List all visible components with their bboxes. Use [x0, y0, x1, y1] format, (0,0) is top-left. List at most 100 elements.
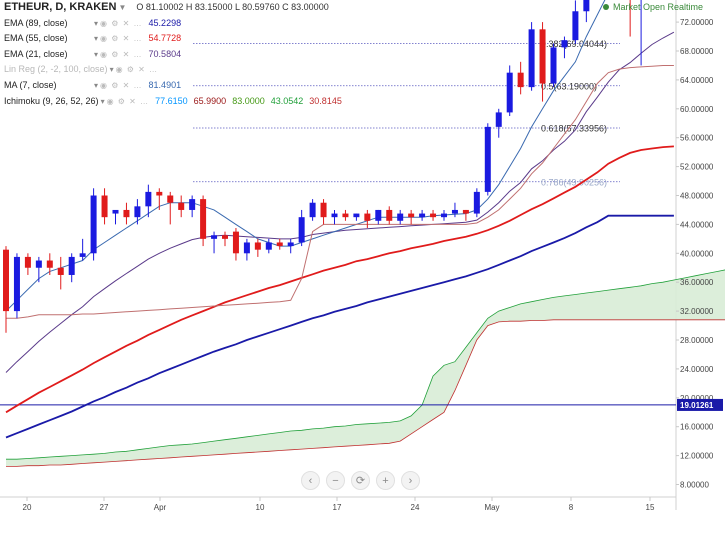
candle-body	[375, 209, 382, 221]
candle-body	[364, 213, 371, 221]
candle-body	[441, 213, 447, 218]
indicator-value: 45.2298	[148, 17, 182, 28]
price-tick-label: 32.00000	[680, 307, 714, 316]
ohlc-readout: O 81.10002 H 83.15000 L 80.59760 C 83.00…	[136, 2, 329, 12]
time-tick-label: 17	[333, 503, 342, 512]
price-tick-label: 68.00000	[680, 47, 714, 56]
ichimoku-span-a	[6, 269, 725, 460]
symbol-header: ETHEUR, D, KRAKEN ▼ O 81.10002 H 83.1500…	[0, 0, 560, 16]
chevron-down-icon[interactable]: ▾	[94, 80, 99, 90]
indicator-row[interactable]: EMA (55, close) ▾ ◉ ⚙ ✕ … 54.7728	[0, 31, 560, 47]
candle-body	[309, 202, 316, 218]
candle-body	[386, 209, 393, 221]
price-tick-label: 52.00000	[680, 163, 714, 172]
zoom-out-button[interactable]: −	[326, 471, 345, 490]
indicator-row[interactable]: EMA (21, close) ▾ ◉ ⚙ ✕ … 70.5804	[0, 47, 560, 63]
fib-level-label: 0.382(69.04044)	[541, 39, 607, 49]
candle-body	[331, 213, 338, 218]
market-status: Market Open Realtime	[602, 2, 703, 12]
candle-body	[243, 242, 250, 254]
price-tick-label: 64.00000	[680, 76, 714, 85]
candle-body	[101, 195, 108, 218]
candle-body	[189, 199, 196, 210]
time-tick-label: Apr	[154, 503, 167, 512]
candle-body	[254, 242, 261, 250]
indicator-name: EMA (55, close)	[4, 33, 68, 44]
candle-body	[342, 213, 349, 218]
candle-body	[539, 29, 546, 84]
indicator-controls-icon[interactable]: ◉ ⚙ ✕ …	[100, 49, 143, 59]
hline-price-label: 19.01261	[680, 401, 714, 410]
time-tick-label: 20	[23, 503, 32, 512]
scroll-left-button[interactable]: ‹	[301, 471, 320, 490]
indicator-row[interactable]: EMA (89, close) ▾ ◉ ⚙ ✕ … 45.2298	[0, 16, 560, 32]
indicator-controls-icon[interactable]: ◉ ⚙ ✕ …	[106, 96, 150, 106]
ichimoku-cloud	[6, 269, 725, 467]
indicator-name: MA (7, close)	[4, 79, 57, 90]
indicator-controls-icon[interactable]: ◉ ⚙ ✕ …	[100, 34, 143, 44]
candle-body	[13, 256, 20, 312]
chevron-down-icon[interactable]: ▼	[118, 3, 127, 12]
hline-price-badge	[677, 398, 723, 411]
series-line	[6, 65, 674, 319]
chevron-down-icon[interactable]: ▾	[94, 49, 99, 59]
candle-body	[353, 213, 360, 218]
candle-body	[517, 72, 524, 88]
indicator-value: 65.9900	[193, 95, 227, 106]
status-dot-icon	[602, 4, 609, 10]
indicator-controls-icon[interactable]: ◉ ⚙ ✕ …	[115, 65, 159, 75]
time-tick-label: 15	[646, 503, 655, 512]
price-tick-label: 24.00000	[680, 365, 714, 374]
candle-body	[222, 235, 228, 239]
price-tick-label: 40.00000	[680, 249, 714, 258]
candle-body	[408, 213, 415, 218]
series-line	[5, 0, 606, 312]
candle-body	[430, 213, 437, 218]
indicator-row[interactable]: MA (7, close) ▾ ◉ ⚙ ✕ … 81.4901	[0, 78, 560, 94]
candle-body	[35, 260, 42, 268]
zoom-in-button[interactable]: +	[376, 471, 395, 490]
chevron-down-icon[interactable]: ▾	[94, 18, 99, 28]
indicator-value: 54.7728	[148, 33, 182, 44]
fib-level-label: 0.5(63.19000)	[541, 81, 597, 91]
reset-button[interactable]: ⟳	[351, 471, 370, 490]
market-status-label: Market Open Realtime	[612, 2, 703, 12]
price-tick-label: 8.00000	[680, 481, 709, 490]
candle-body	[90, 195, 97, 254]
indicator-name: EMA (21, close)	[4, 48, 68, 59]
fib-level-label: 0.618(57.33956)	[541, 124, 607, 134]
candle-body	[156, 191, 163, 196]
price-tick-label: 12.00000	[680, 452, 714, 461]
price-tick-label: 16.00000	[680, 423, 714, 432]
series-line	[5, 31, 675, 373]
indicator-row[interactable]: Ichimoku (9, 26, 52, 26) ▾ ◉ ⚙ ✕ … 77.6150 6…	[0, 94, 560, 110]
fib-level-label: 0.786(49.90256)	[541, 177, 607, 187]
symbol-label[interactable]: ETHEUR, D, KRAKEN	[4, 1, 117, 13]
candle-body	[57, 267, 64, 275]
price-tick-label: 20.00000	[680, 394, 714, 403]
indicator-row[interactable]: Lin Reg (2, -2, 100, close) ▾ ◉ ⚙ ✕ …	[0, 62, 560, 78]
chevron-down-icon[interactable]: ▾	[109, 65, 114, 75]
candle-body	[561, 40, 568, 48]
candle-body	[320, 202, 327, 218]
indicator-name: Lin Reg (2, -2, 100, close)	[4, 64, 108, 75]
candle-body	[178, 202, 185, 210]
scroll-right-button[interactable]: ›	[401, 471, 420, 490]
candle-body	[397, 213, 404, 221]
candle-body	[473, 191, 480, 214]
indicator-value: 81.4901	[148, 79, 182, 90]
candle-body	[79, 253, 86, 257]
indicator-value: 77.6150	[155, 95, 188, 106]
indicator-controls-icon[interactable]: ◉ ⚙ ✕ …	[100, 18, 143, 28]
indicator-name: Ichimoku (9, 26, 52, 26)	[4, 95, 99, 106]
series-line	[5, 145, 674, 414]
candle-body	[167, 195, 174, 203]
chevron-down-icon[interactable]: ▾	[94, 34, 99, 44]
candle-body	[583, 0, 590, 12]
ichimoku-span-b	[6, 319, 725, 467]
candle-body	[484, 126, 491, 192]
indicator-value: 70.5804	[148, 48, 182, 59]
indicator-controls-icon[interactable]: ◉ ⚙ ✕ …	[100, 80, 143, 90]
chevron-down-icon[interactable]: ▾	[100, 96, 105, 106]
